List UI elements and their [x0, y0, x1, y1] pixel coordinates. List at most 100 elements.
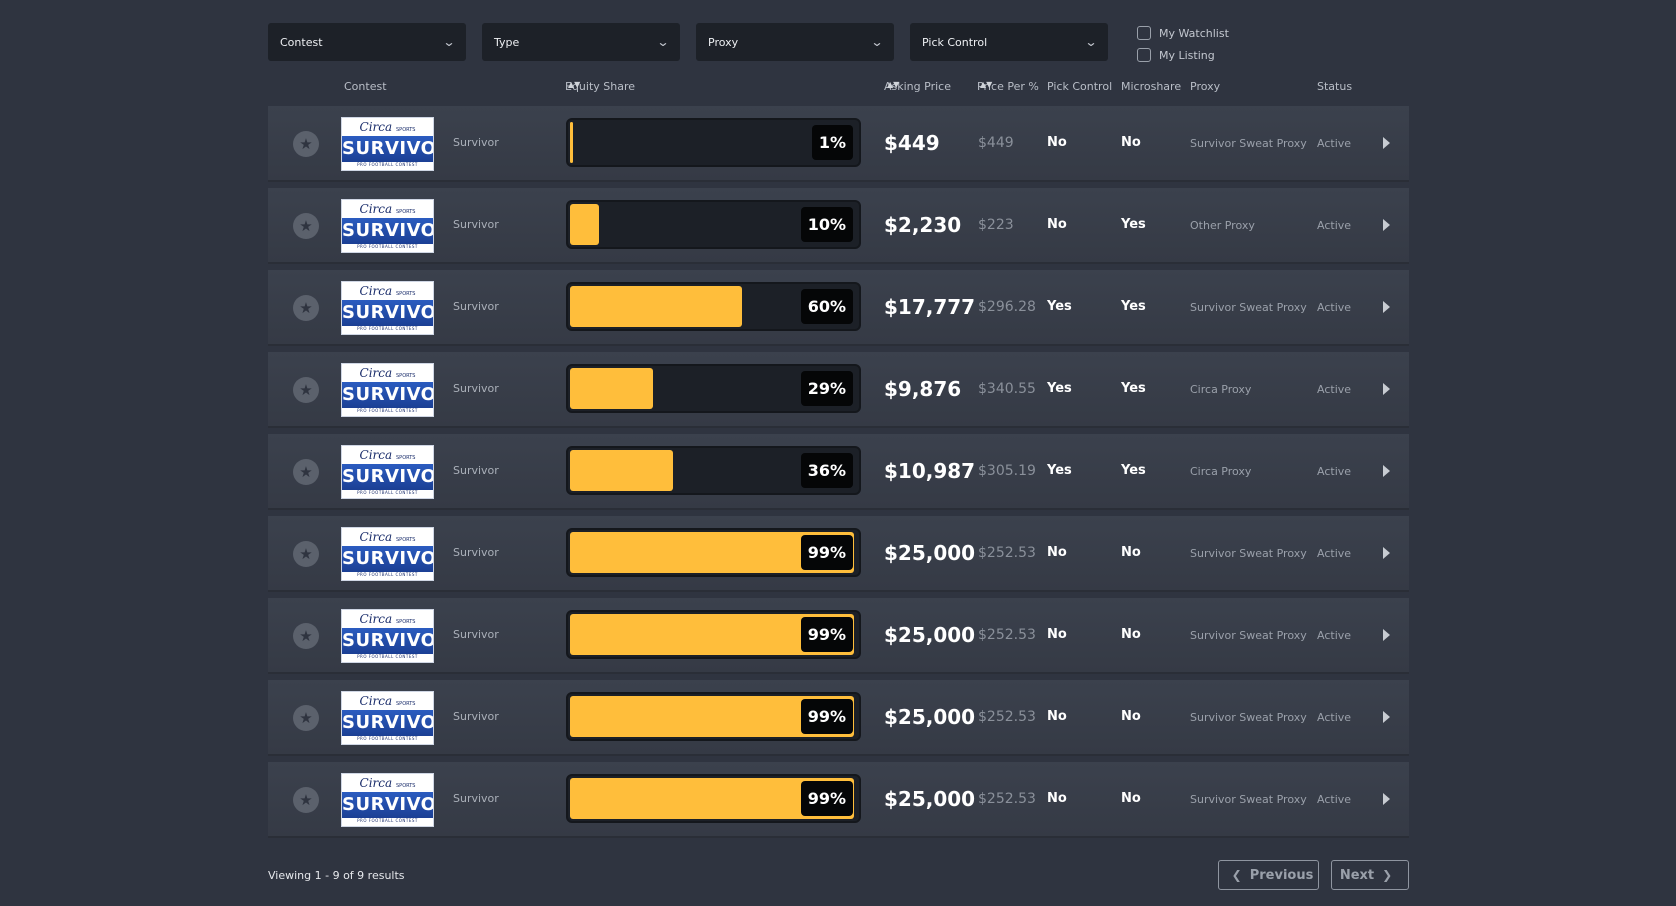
- status-value: Active: [1317, 219, 1352, 232]
- contest-name: Survivor: [453, 628, 499, 641]
- table-row[interactable]: ★ Circa SPORTS SURVIVORPRO FOOTBALL CONTES…: [268, 680, 1409, 756]
- star-icon[interactable]: ★: [293, 131, 319, 157]
- contest-logo: Circa SPORTS SURVIVORPRO FOOTBALL CONTEST: [341, 691, 434, 745]
- price-per-percent: $252.53: [978, 709, 1036, 725]
- logo-brand-name: Circa: [359, 448, 393, 462]
- table-row[interactable]: ★ Circa SPORTS SURVIVORPRO FOOTBALL CONTES…: [268, 598, 1409, 674]
- contest-logo: Circa SPORTS SURVIVORPRO FOOTBALL CONTEST: [341, 199, 434, 253]
- logo-brand: Circa SPORTS: [342, 202, 433, 216]
- play-arrow-icon[interactable]: [1383, 629, 1390, 641]
- contest-name: Survivor: [453, 300, 499, 313]
- col-price-per-label: Price Per %: [977, 80, 1039, 93]
- watchlist-checkbox[interactable]: [1137, 26, 1151, 40]
- play-arrow-icon[interactable]: [1383, 219, 1390, 231]
- contest-logo: Circa SPORTS SURVIVORPRO FOOTBALL CONTEST: [341, 281, 434, 335]
- price-per-percent: $340.55: [978, 381, 1036, 397]
- logo-tagline: PRO FOOTBALL CONTEST: [357, 244, 418, 249]
- logo-tagline: PRO FOOTBALL CONTEST: [357, 736, 418, 741]
- table-row[interactable]: ★ Circa SPORTS SURVIVORPRO FOOTBALL CONTES…: [268, 270, 1409, 346]
- logo-brand-name: Circa: [359, 366, 393, 380]
- contest-name: Survivor: [453, 710, 499, 723]
- chevron-down-icon: ⌄: [442, 35, 456, 49]
- logo-brand: Circa SPORTS: [342, 448, 433, 462]
- previous-button[interactable]: ❮ Previous: [1218, 860, 1319, 890]
- col-pick-control: Pick Control: [1047, 80, 1113, 93]
- pick-control-value: No: [1047, 135, 1067, 150]
- chevron-down-icon: ⌄: [870, 35, 884, 49]
- star-icon[interactable]: ★: [293, 295, 319, 321]
- equity-share-percent: 99%: [800, 699, 853, 734]
- equity-share-fill: [570, 368, 653, 409]
- table-row[interactable]: ★ Circa SPORTS SURVIVORPRO FOOTBALL CONTES…: [268, 516, 1409, 592]
- play-arrow-icon[interactable]: [1383, 711, 1390, 723]
- next-button[interactable]: Next ❯: [1331, 860, 1409, 890]
- logo-tagline: PRO FOOTBALL CONTEST: [357, 654, 418, 659]
- star-icon[interactable]: ★: [293, 213, 319, 239]
- proxy-value: Survivor Sweat Proxy: [1190, 629, 1307, 642]
- col-equity-share-label: Equity Share: [565, 80, 636, 93]
- equity-share-percent: 1%: [811, 125, 853, 160]
- my-listing-checkbox[interactable]: [1137, 48, 1151, 62]
- logo-brand: Circa SPORTS: [342, 530, 433, 544]
- status-value: Active: [1317, 465, 1352, 478]
- sort-icon: ▲▼: [887, 80, 900, 89]
- equity-share-percent: 29%: [800, 371, 853, 406]
- microshare-value: Yes: [1121, 381, 1146, 396]
- play-arrow-icon[interactable]: [1383, 793, 1390, 805]
- table-row[interactable]: ★ Circa SPORTS SURVIVORPRO FOOTBALL CONTES…: [268, 762, 1409, 838]
- contest-logo: Circa SPORTS SURVIVORPRO FOOTBALL CONTEST: [341, 609, 434, 663]
- asking-price: $25,000: [884, 705, 976, 729]
- price-per-percent: $223: [978, 217, 1014, 233]
- contest-logo: Circa SPORTS SURVIVORPRO FOOTBALL CONTEST: [341, 363, 434, 417]
- proxy-dropdown[interactable]: Proxy ⌄: [696, 23, 894, 61]
- sort-icon: ▲▼: [568, 80, 581, 89]
- logo-name: SURVIVOR: [342, 710, 433, 736]
- equity-share-fill: [570, 204, 599, 245]
- star-icon[interactable]: ★: [293, 459, 319, 485]
- proxy-value: Circa Proxy: [1190, 383, 1252, 396]
- col-microshare: Microshare: [1121, 80, 1182, 93]
- logo-brand-tag: SPORTS: [396, 455, 416, 461]
- col-status: Status: [1317, 80, 1353, 93]
- star-icon[interactable]: ★: [293, 541, 319, 567]
- price-per-percent: $305.19: [978, 463, 1036, 479]
- dropdown-label: Proxy: [708, 35, 739, 49]
- logo-brand: Circa SPORTS: [342, 694, 433, 708]
- dropdown-label: Pick Control: [922, 35, 988, 49]
- logo-tagline: PRO FOOTBALL CONTEST: [357, 408, 418, 413]
- logo-brand: Circa SPORTS: [342, 776, 433, 790]
- star-icon[interactable]: ★: [293, 623, 319, 649]
- price-per-percent: $252.53: [978, 545, 1036, 561]
- contest-dropdown[interactable]: Contest ⌄: [268, 23, 466, 61]
- asking-price: $25,000: [884, 623, 976, 647]
- table-row[interactable]: ★ Circa SPORTS SURVIVORPRO FOOTBALL CONTES…: [268, 352, 1409, 428]
- watchlist-checkbox-row[interactable]: My Watchlist: [1137, 22, 1229, 44]
- microshare-value: Yes: [1121, 463, 1146, 478]
- pick-control-dropdown[interactable]: Pick Control ⌄: [910, 23, 1108, 61]
- play-arrow-icon[interactable]: [1383, 465, 1390, 477]
- previous-label: Previous: [1249, 867, 1314, 883]
- play-arrow-icon[interactable]: [1383, 301, 1390, 313]
- play-arrow-icon[interactable]: [1383, 137, 1390, 149]
- play-arrow-icon[interactable]: [1383, 547, 1390, 559]
- logo-tagline: PRO FOOTBALL CONTEST: [357, 572, 418, 577]
- star-icon[interactable]: ★: [293, 377, 319, 403]
- logo-brand-name: Circa: [359, 694, 393, 708]
- my-listing-checkbox-row[interactable]: My Listing: [1137, 44, 1229, 66]
- table-row[interactable]: ★ Circa SPORTS SURVIVORPRO FOOTBALL CONTES…: [268, 188, 1409, 264]
- asking-price: $449: [884, 131, 940, 155]
- play-arrow-icon[interactable]: [1383, 383, 1390, 395]
- table-row[interactable]: ★ Circa SPORTS SURVIVORPRO FOOTBALL CONTES…: [268, 434, 1409, 510]
- star-icon[interactable]: ★: [293, 787, 319, 813]
- microshare-value: No: [1121, 709, 1141, 724]
- equity-share-percent: 99%: [800, 617, 853, 652]
- logo-brand: Circa SPORTS: [342, 120, 433, 134]
- star-icon[interactable]: ★: [293, 705, 319, 731]
- table-row[interactable]: ★ Circa SPORTS SURVIVORPRO FOOTBALL CONTES…: [268, 106, 1409, 182]
- chevron-down-icon: ⌄: [656, 35, 670, 49]
- pick-control-value: No: [1047, 217, 1067, 232]
- dropdown-label: Contest: [280, 35, 323, 49]
- equity-share-percent: 60%: [800, 289, 853, 324]
- equity-share-bar: 10%: [566, 200, 861, 249]
- type-dropdown[interactable]: Type ⌄: [482, 23, 680, 61]
